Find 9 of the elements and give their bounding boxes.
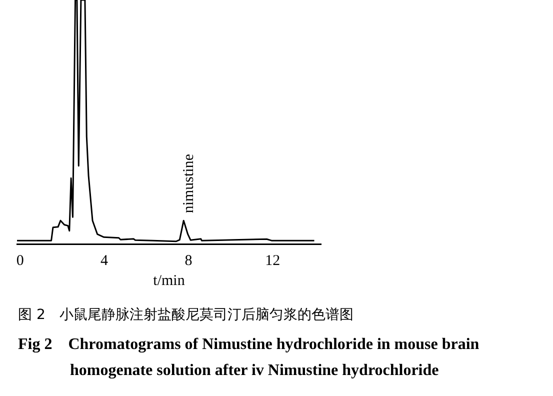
x-tick-label: 4 xyxy=(100,252,109,269)
x-tick-label: 0 xyxy=(16,252,24,269)
caption: 图 2 小鼠尾静脉注射盐酸尼莫司汀后脑匀浆的色谱图 xyxy=(18,306,354,324)
x-tick-label: 12 xyxy=(265,252,280,269)
x-tick-label: 8 xyxy=(184,252,192,269)
x-axis-title: t/min xyxy=(153,272,186,289)
annotation: nimustine xyxy=(181,154,198,214)
caption: Fig 2 Chromatograms of Nimustine hydrochloride in mouse brain xyxy=(18,335,480,355)
text: homogenate solution after iv Nimustine hydrochloride xyxy=(70,362,439,380)
